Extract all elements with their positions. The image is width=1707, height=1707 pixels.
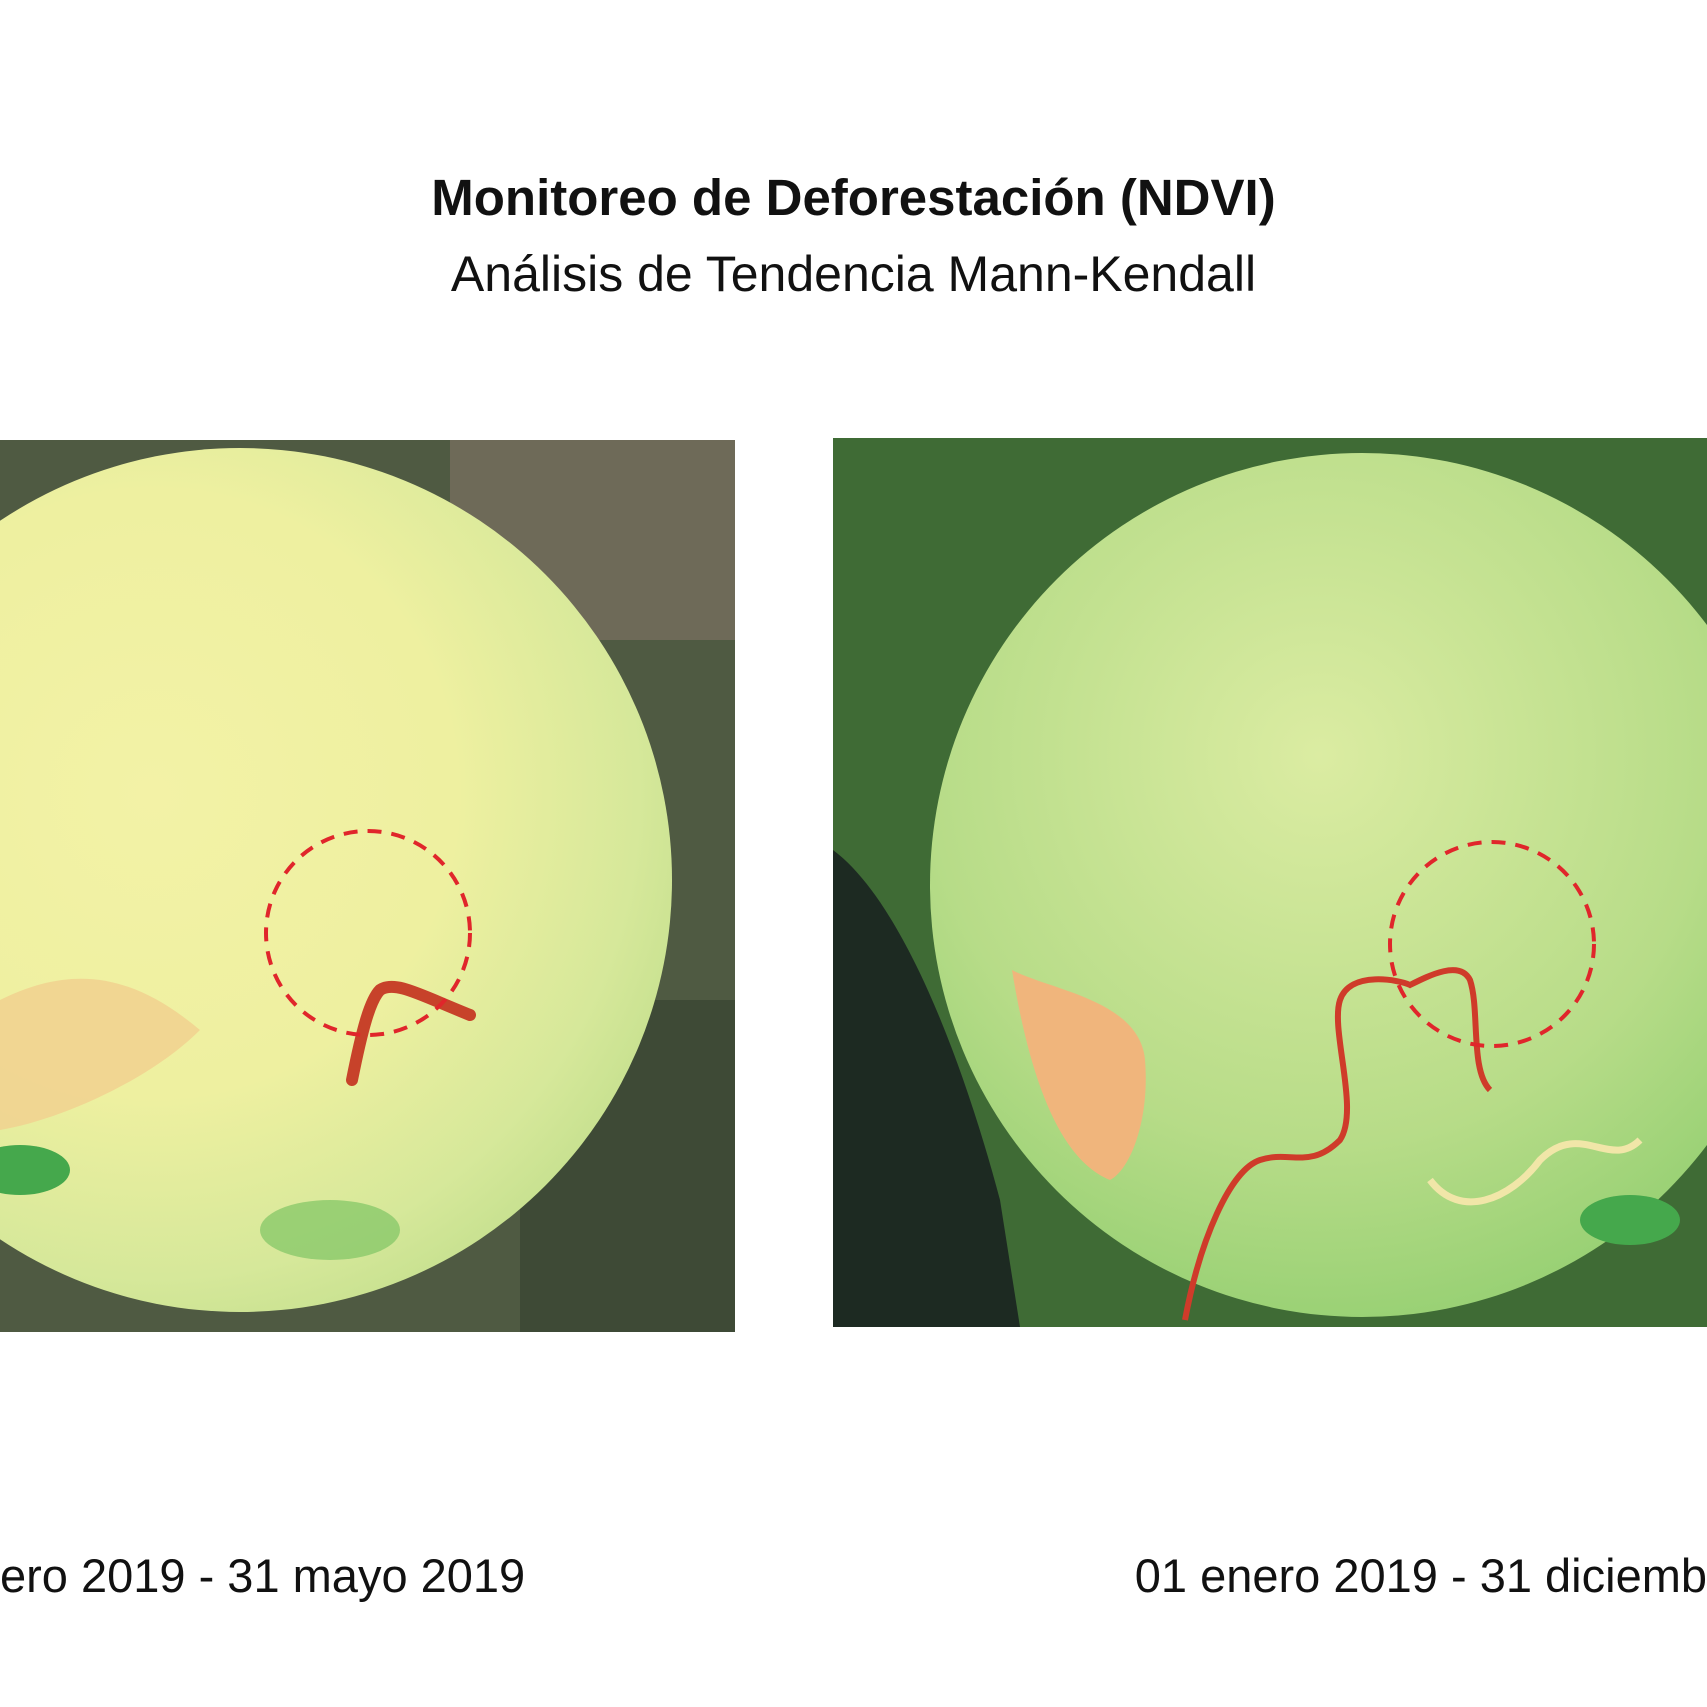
deforestation-trace bbox=[346, 980, 476, 1086]
title: Monitoreo de Deforestación (NDVI) bbox=[431, 169, 1276, 226]
caption: 01 enero 2019 - 31 diciemb bbox=[1134, 1549, 1707, 1602]
bare-trace bbox=[1427, 1137, 1643, 1206]
left-map bbox=[0, 440, 735, 1332]
ndvi-disc bbox=[0, 448, 672, 1312]
highlight-circle bbox=[1388, 840, 1596, 1048]
decline-zone bbox=[0, 978, 200, 1130]
growth-zone bbox=[0, 1145, 70, 1195]
deforestation-trace bbox=[1182, 967, 1493, 1321]
river bbox=[833, 850, 1020, 1327]
right-map bbox=[833, 438, 1707, 1327]
growth-zone bbox=[1580, 1195, 1680, 1245]
growth-zone bbox=[260, 1200, 400, 1260]
decline-zone bbox=[1012, 970, 1146, 1180]
caption: ero 2019 - 31 mayo 2019 bbox=[0, 1549, 526, 1602]
highlight-circle bbox=[264, 829, 472, 1037]
subtitle: Análisis de Tendencia Mann-Kendall bbox=[450, 246, 1257, 302]
